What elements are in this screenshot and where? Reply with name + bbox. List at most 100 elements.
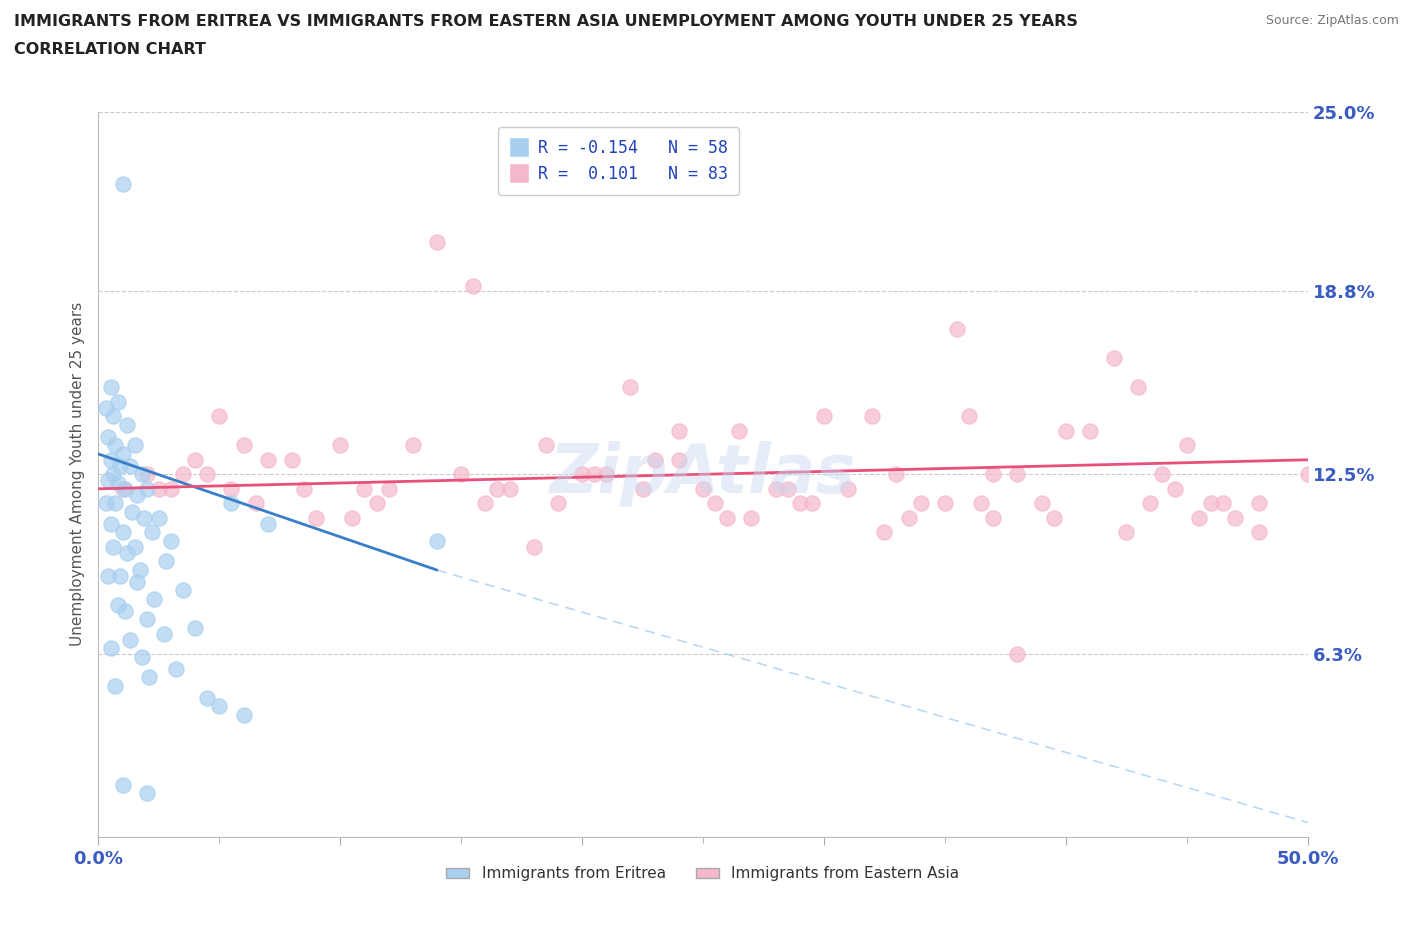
Point <box>946 322 969 337</box>
Point <box>981 467 1004 482</box>
Point <box>124 539 146 554</box>
Point <box>463 278 485 293</box>
Point <box>232 708 254 723</box>
Point <box>184 452 207 467</box>
Point <box>135 467 157 482</box>
Point <box>631 482 654 497</box>
Point <box>873 525 896 539</box>
Point <box>100 452 122 467</box>
Point <box>97 472 120 487</box>
Point <box>104 496 127 511</box>
Point <box>104 438 127 453</box>
Point <box>595 467 617 482</box>
Point <box>172 467 194 482</box>
Point <box>135 612 157 627</box>
Point <box>329 438 352 453</box>
Point <box>957 409 980 424</box>
Point <box>148 482 170 497</box>
Point <box>221 496 243 511</box>
Point <box>1128 379 1150 394</box>
Point <box>94 400 117 415</box>
Point <box>118 632 141 647</box>
Point <box>292 482 315 497</box>
Text: CORRELATION CHART: CORRELATION CHART <box>14 42 205 57</box>
Point <box>583 467 606 482</box>
Point <box>100 516 122 531</box>
Point <box>245 496 267 511</box>
Point <box>981 511 1004 525</box>
Point <box>97 429 120 444</box>
Point <box>1152 467 1174 482</box>
Point <box>111 177 134 192</box>
Point <box>716 511 738 525</box>
Point <box>1163 482 1185 497</box>
Point <box>107 475 129 490</box>
Point <box>837 482 859 497</box>
Point <box>619 379 641 394</box>
Point <box>1054 423 1077 438</box>
Point <box>1007 646 1029 661</box>
Point <box>135 482 157 497</box>
Point <box>1309 511 1331 525</box>
Point <box>104 679 127 694</box>
Point <box>127 487 149 502</box>
Point <box>860 409 883 424</box>
Point <box>353 482 375 497</box>
Point <box>111 777 134 792</box>
Point <box>1102 351 1125 365</box>
Point <box>776 482 799 497</box>
Point <box>172 583 194 598</box>
Point <box>1212 496 1234 511</box>
Point <box>813 409 835 424</box>
Point <box>121 505 143 520</box>
Text: Source: ZipAtlas.com: Source: ZipAtlas.com <box>1265 14 1399 27</box>
Point <box>970 496 993 511</box>
Point <box>1249 525 1271 539</box>
Point <box>1296 467 1319 482</box>
Point <box>668 423 690 438</box>
Point <box>111 482 134 497</box>
Point <box>131 467 153 482</box>
Point <box>108 458 131 473</box>
Point <box>195 690 218 705</box>
Point <box>910 496 932 511</box>
Point <box>114 604 136 618</box>
Point <box>208 409 231 424</box>
Point <box>107 394 129 409</box>
Point <box>111 446 134 461</box>
Text: IMMIGRANTS FROM ERITREA VS IMMIGRANTS FROM EASTERN ASIA UNEMPLOYMENT AMONG YOUTH: IMMIGRANTS FROM ERITREA VS IMMIGRANTS FR… <box>14 14 1078 29</box>
Point <box>124 438 146 453</box>
Y-axis label: Unemployment Among Youth under 25 years: Unemployment Among Youth under 25 years <box>69 302 84 646</box>
Point <box>117 418 139 432</box>
Point <box>114 482 136 497</box>
Point <box>523 539 546 554</box>
Point <box>143 591 166 606</box>
Point <box>377 482 399 497</box>
Point <box>100 379 122 394</box>
Point <box>474 496 496 511</box>
Point <box>1175 438 1198 453</box>
Point <box>498 482 520 497</box>
Point <box>1078 423 1101 438</box>
Point <box>450 467 472 482</box>
Point <box>135 786 157 801</box>
Point <box>1042 511 1064 525</box>
Point <box>256 516 278 531</box>
Point <box>101 467 124 482</box>
Point <box>426 534 449 549</box>
Point <box>165 661 187 676</box>
Point <box>232 438 254 453</box>
Point <box>101 539 124 554</box>
Point <box>402 438 425 453</box>
Point <box>221 482 243 497</box>
Point <box>789 496 811 511</box>
Point <box>208 699 231 714</box>
Point <box>100 641 122 656</box>
Point <box>426 234 449 249</box>
Point <box>571 467 593 482</box>
Point <box>534 438 557 453</box>
Point <box>94 496 117 511</box>
Point <box>366 496 388 511</box>
Point <box>127 574 149 589</box>
Point <box>1007 467 1029 482</box>
